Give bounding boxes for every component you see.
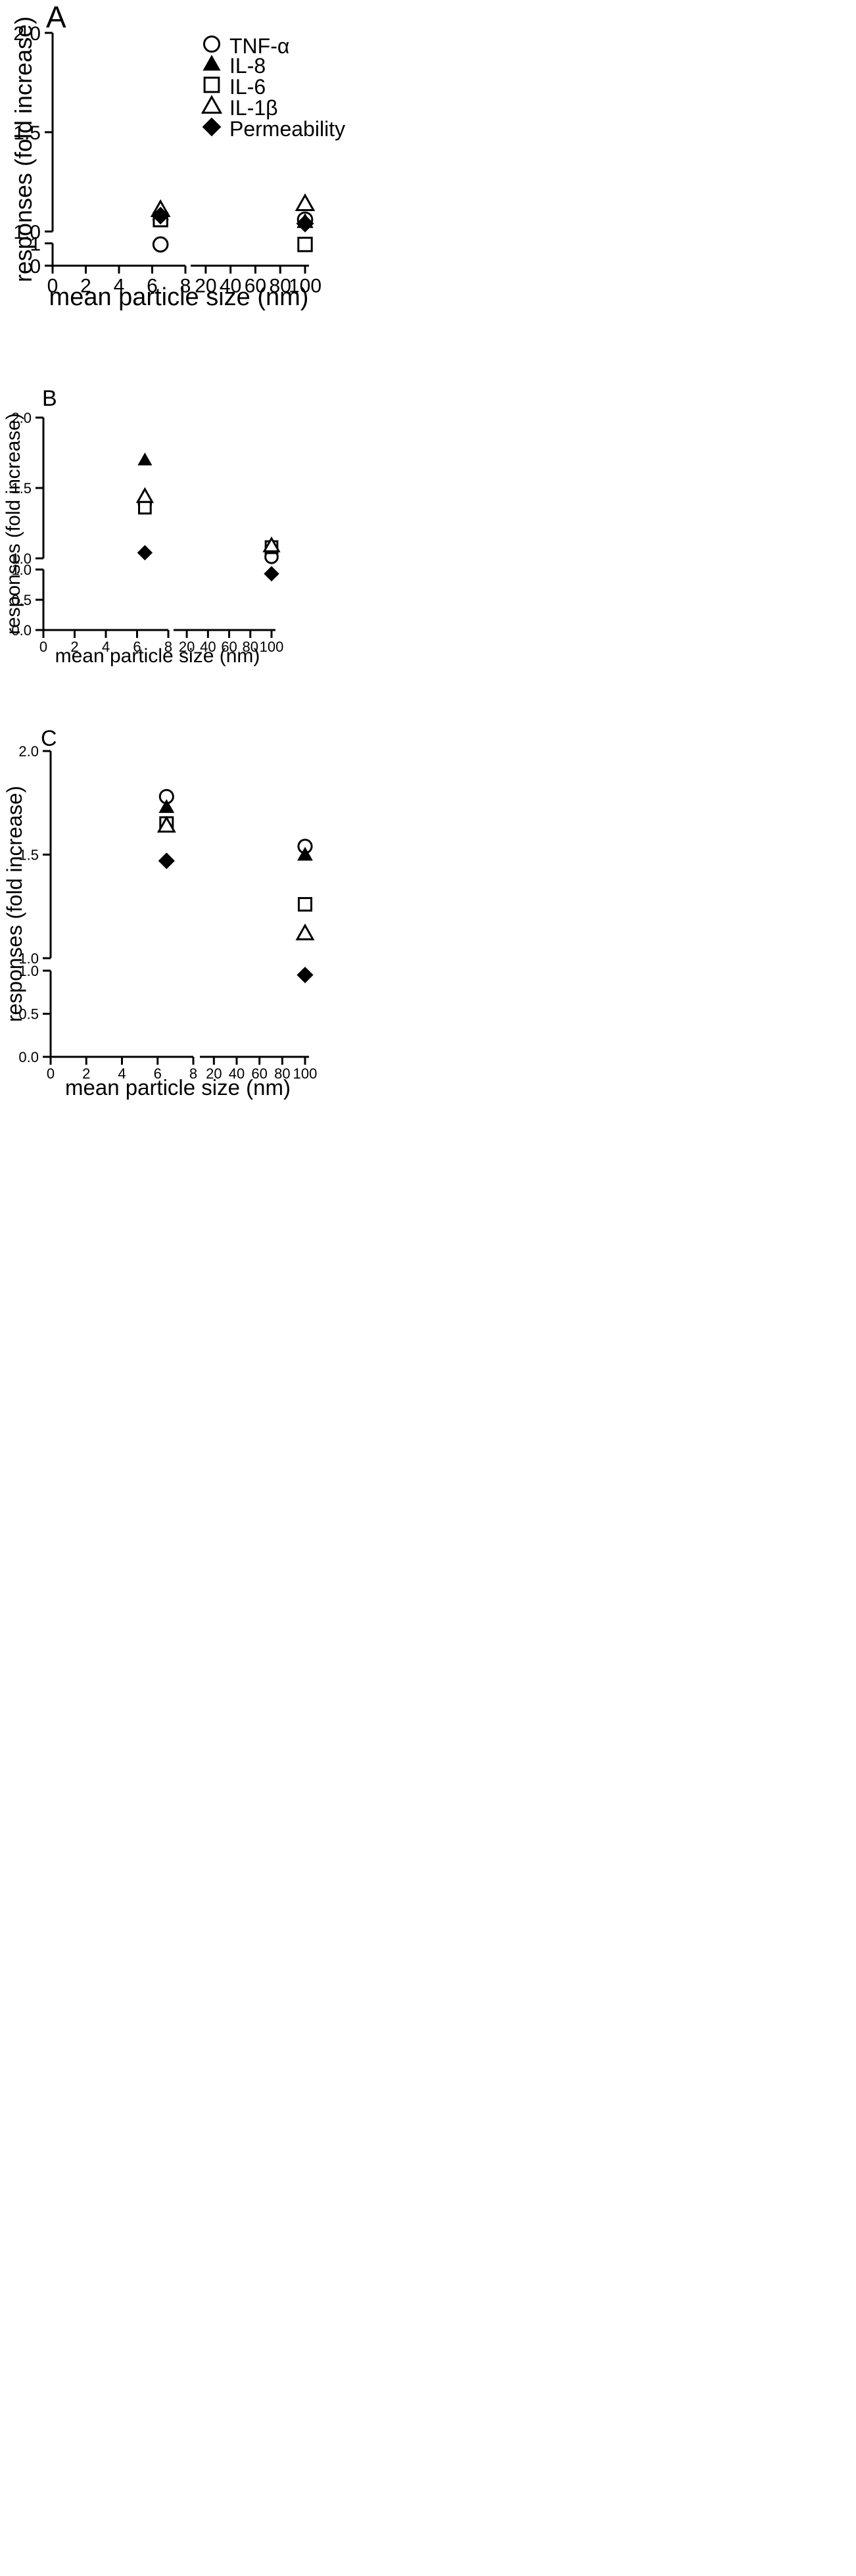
data-point bbox=[138, 500, 152, 515]
x-tick-label: 8 bbox=[189, 1065, 197, 1082]
x-tick-label: 100 bbox=[260, 639, 284, 655]
x-tick-label: 2 bbox=[82, 1065, 90, 1082]
x-tick-label: 20 bbox=[195, 276, 216, 297]
x-tick-label: 6 bbox=[154, 1065, 162, 1082]
y-tick-label: 1.0 bbox=[18, 950, 39, 967]
x-tick-label: 40 bbox=[229, 1065, 245, 1082]
data-point bbox=[297, 966, 314, 984]
legend-marker bbox=[203, 76, 220, 93]
data-point bbox=[297, 897, 313, 912]
data-point bbox=[137, 452, 153, 466]
panel-c: C 1.0 1.5 2.0 0.0 0.5 1.0 0 2 4 6 8 20 40 60 80 100mean … bbox=[3, 726, 317, 1100]
x-tick-label: 60 bbox=[251, 1065, 267, 1082]
x-tick-label: 2 bbox=[70, 639, 78, 655]
y-tick-label: 0 bbox=[30, 256, 41, 278]
data-point bbox=[158, 852, 175, 869]
y-tick-label: 2.0 bbox=[13, 23, 41, 45]
x-tick-label: 0 bbox=[47, 1065, 55, 1082]
y-tick-label: 0.0 bbox=[11, 622, 32, 639]
x-tick-label: 4 bbox=[114, 276, 125, 297]
x-tick-label: 40 bbox=[220, 276, 241, 297]
legend-label: IL-8 bbox=[229, 54, 266, 78]
x-tick-label: 100 bbox=[293, 1065, 318, 1082]
legend-label: IL-6 bbox=[229, 75, 266, 99]
data-point bbox=[158, 799, 175, 814]
y-tick-label: 1.0 bbox=[18, 963, 39, 979]
panel-label: A bbox=[46, 0, 66, 34]
x-tick-label: 4 bbox=[102, 639, 110, 655]
data-point bbox=[137, 545, 153, 561]
data-point bbox=[262, 536, 281, 552]
legend-marker bbox=[202, 117, 222, 137]
x-tick-label: 0 bbox=[39, 639, 47, 655]
panel-label: C bbox=[41, 726, 57, 751]
y-tick-label: 1.5 bbox=[18, 846, 39, 863]
x-tick-label: 80 bbox=[243, 639, 258, 655]
data-point bbox=[295, 193, 316, 211]
y-tick-label: 0.5 bbox=[11, 592, 32, 608]
x-tick-label: 4 bbox=[118, 1065, 126, 1082]
y-tick-label: 1.5 bbox=[11, 480, 32, 497]
x-axis-label: mean particle size (nm) bbox=[55, 645, 260, 667]
legend-label: IL-1β bbox=[229, 96, 278, 120]
x-tick-label: 80 bbox=[270, 276, 291, 297]
data-point bbox=[156, 815, 176, 833]
y-tick-label: 1.5 bbox=[13, 122, 41, 144]
y-tick-label: 0.0 bbox=[18, 1049, 39, 1065]
y-tick-label: 1 bbox=[30, 233, 41, 255]
y-tick-label: 1.0 bbox=[11, 562, 32, 578]
panel-b: B 1.0 1.5 2.0 0.0 0.5 1.0 0 2 4 6 8 20 40 60 80 100mean … bbox=[3, 386, 283, 667]
x-tick-label: 20 bbox=[179, 639, 195, 655]
data-point bbox=[297, 237, 313, 253]
y-tick-label: 1.0 bbox=[13, 222, 41, 243]
x-tick-label: 6 bbox=[133, 639, 141, 655]
x-tick-label: 80 bbox=[274, 1065, 290, 1082]
x-tick-label: 100 bbox=[289, 276, 321, 297]
legend-marker bbox=[201, 95, 223, 114]
x-tick-label: 60 bbox=[221, 639, 237, 655]
x-tick-label: 8 bbox=[164, 639, 172, 655]
x-tick-label: 2 bbox=[80, 276, 91, 297]
x-tick-label: 6 bbox=[147, 276, 158, 297]
y-axis-label: responses (fold increase) bbox=[3, 786, 26, 1022]
data-point bbox=[151, 207, 170, 225]
data-point bbox=[295, 923, 315, 940]
legend-marker bbox=[202, 55, 221, 71]
data-point bbox=[297, 846, 313, 861]
legend-marker bbox=[202, 35, 221, 53]
legend-label: TNF-α bbox=[229, 34, 289, 58]
y-tick-label: 2.0 bbox=[11, 410, 32, 426]
panel-label: B bbox=[42, 386, 57, 411]
x-tick-label: 0 bbox=[47, 276, 59, 297]
x-tick-label: 60 bbox=[245, 276, 266, 297]
y-tick-label: 0.5 bbox=[18, 1006, 39, 1022]
x-axis-label: mean particle size (nm) bbox=[49, 283, 309, 311]
y-tick-label: 2.0 bbox=[18, 743, 39, 760]
data-point bbox=[152, 236, 169, 253]
data-point bbox=[135, 487, 154, 503]
x-axis-label: mean particle size (nm) bbox=[65, 1075, 291, 1100]
y-tick-label: 1.0 bbox=[11, 550, 32, 567]
x-tick-label: 8 bbox=[180, 276, 191, 297]
data-point bbox=[264, 566, 279, 582]
x-tick-label: 40 bbox=[200, 639, 216, 655]
x-tick-label: 20 bbox=[206, 1065, 222, 1082]
y-axis-label: responses (fold increase) bbox=[3, 413, 24, 635]
y-axis-label: responses (fold increase) bbox=[10, 16, 37, 282]
data-point bbox=[296, 214, 314, 233]
legend-label: Permeability bbox=[229, 117, 345, 141]
